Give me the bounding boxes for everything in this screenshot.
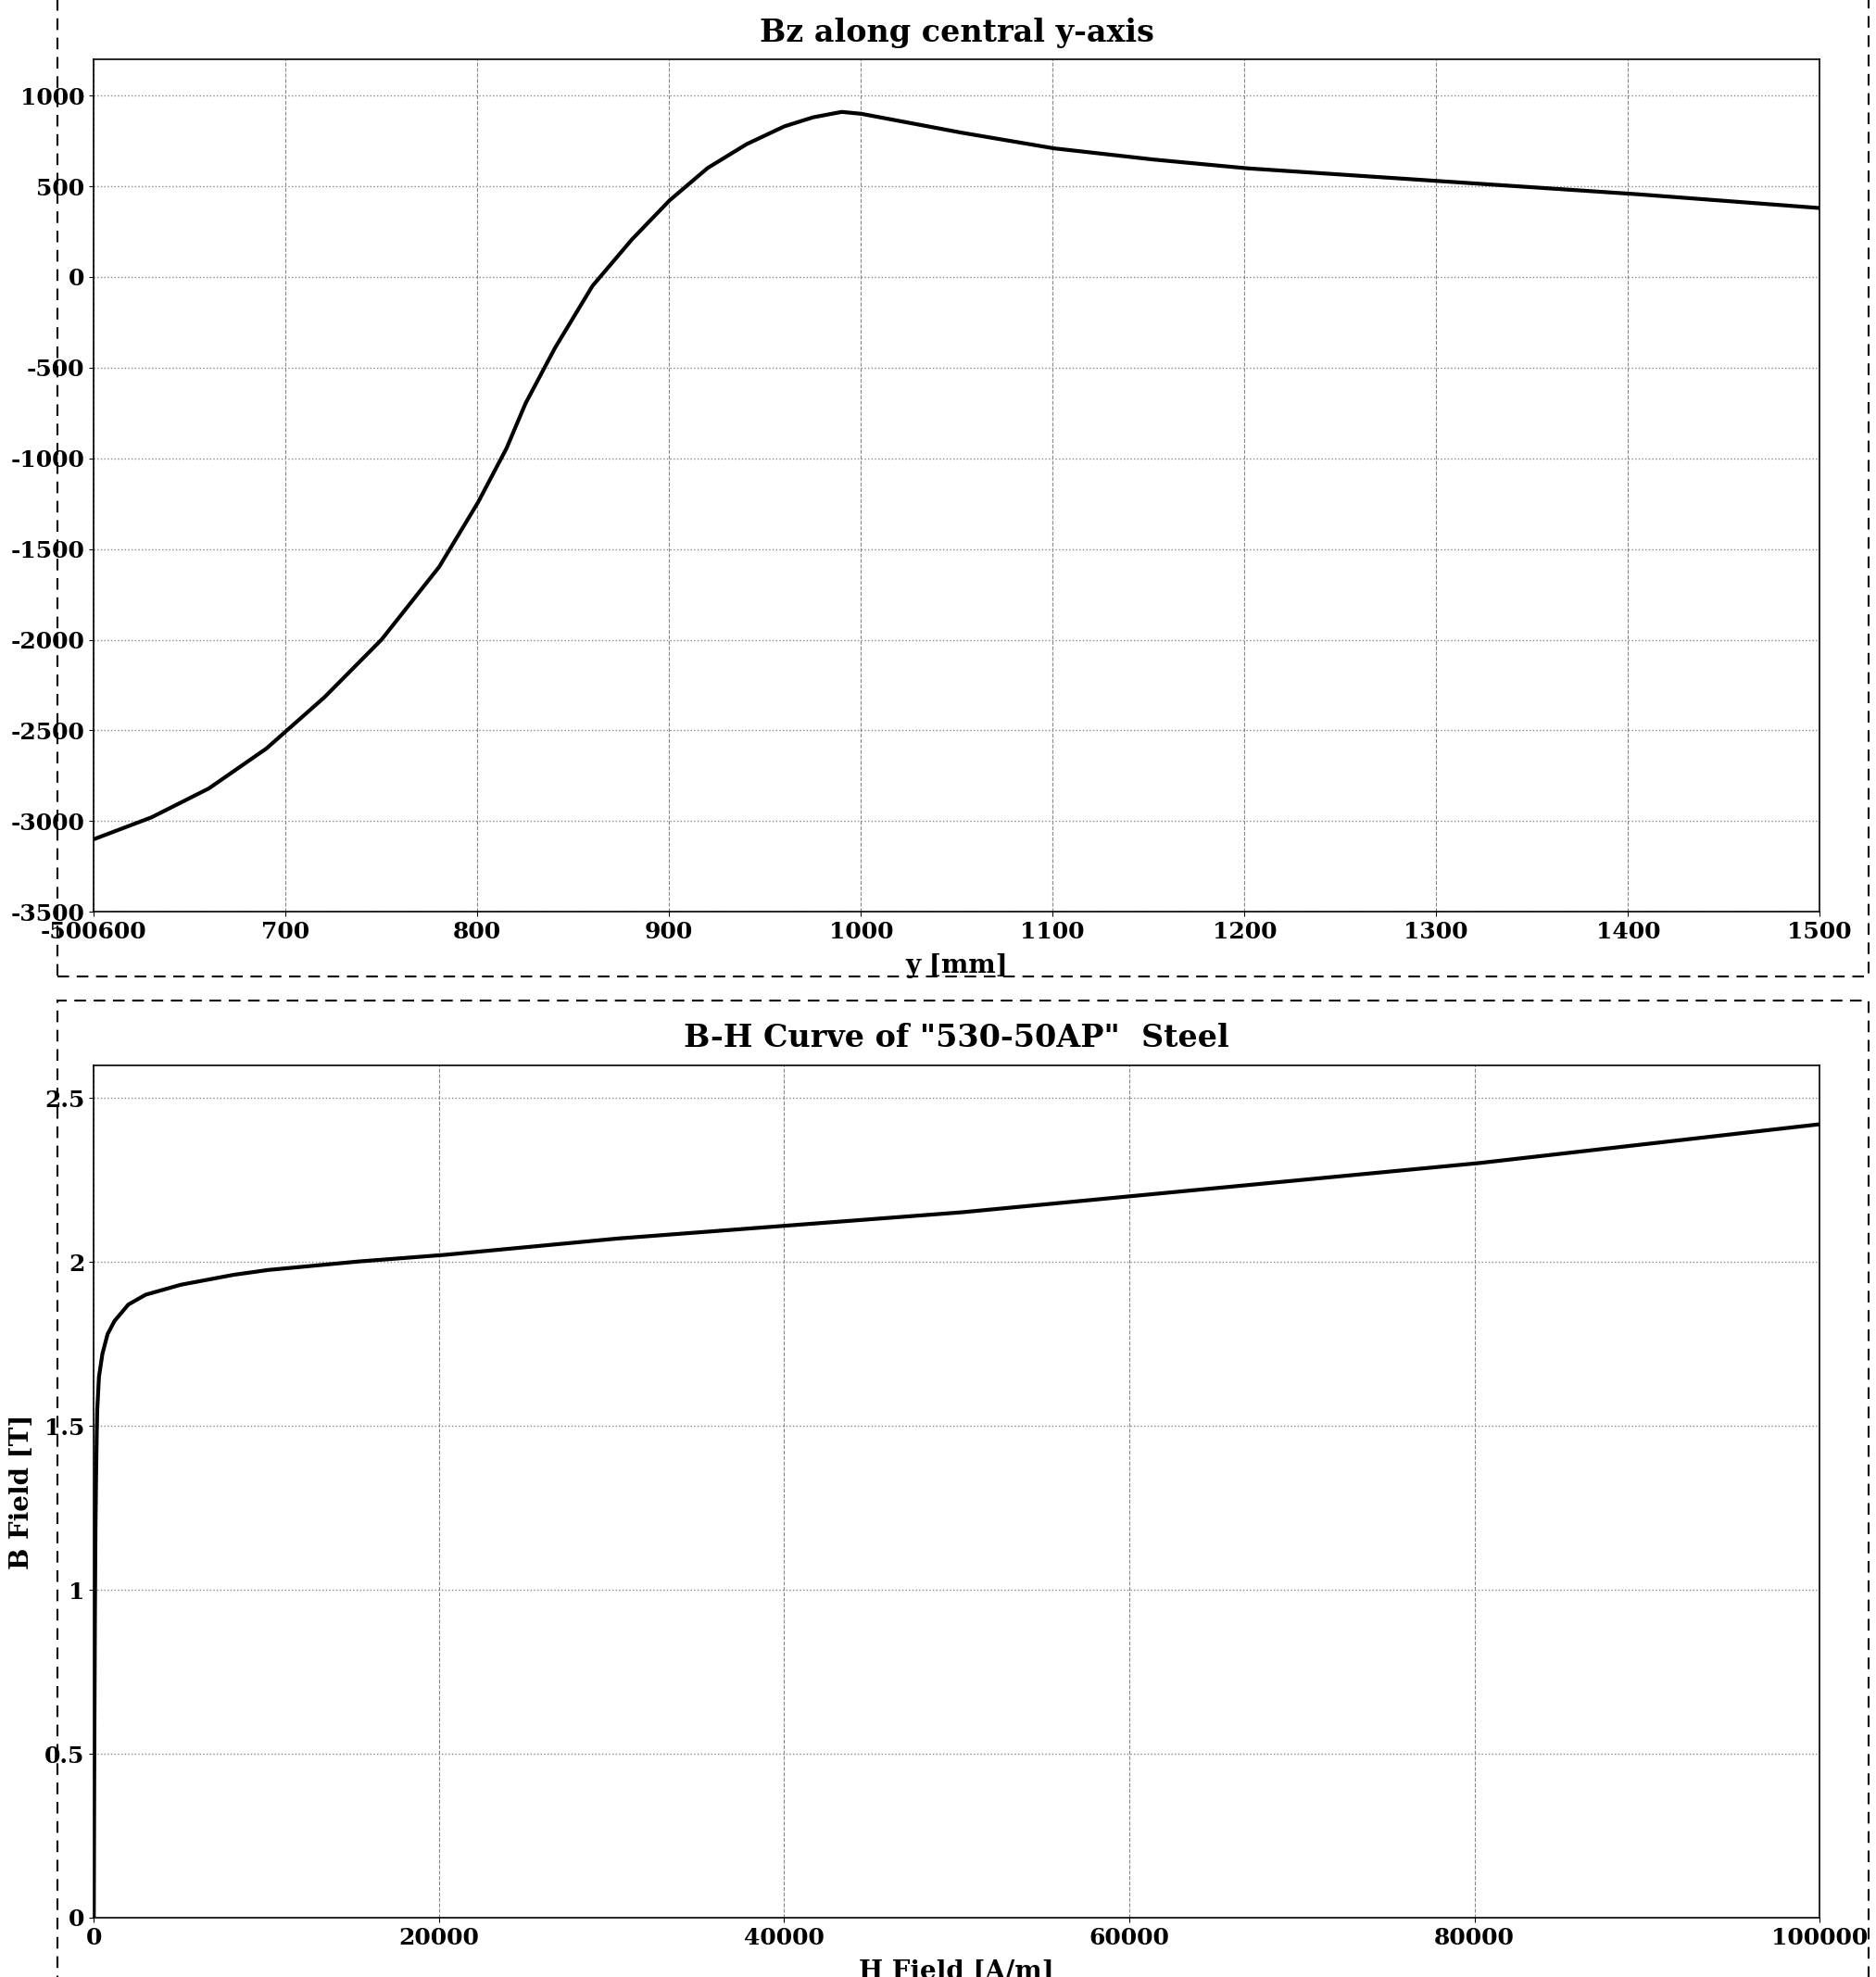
Title: Bz along central y-axis: Bz along central y-axis [760, 18, 1154, 47]
Y-axis label: B Field [T]: B Field [T] [9, 1414, 34, 1570]
Title: B-H Curve of "530-50AP"  Steel: B-H Curve of "530-50AP" Steel [685, 1024, 1229, 1054]
X-axis label: y [mm]: y [mm] [906, 953, 1007, 979]
X-axis label: H Field [A/m]: H Field [A/m] [859, 1959, 1054, 1977]
